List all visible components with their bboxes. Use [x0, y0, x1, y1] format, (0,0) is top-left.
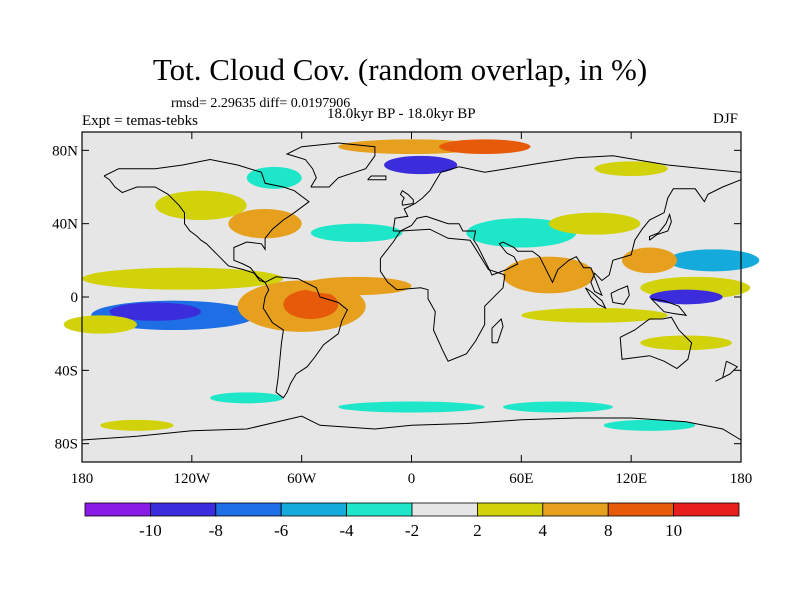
x-tick-label-2: 60W — [287, 471, 317, 487]
anomaly-blob-25 — [603, 419, 696, 431]
y-tick-label-2: 0 — [71, 290, 79, 306]
coastline-japan — [649, 212, 672, 241]
colorbar-label-1: -8 — [209, 521, 223, 540]
anomaly-blob-28 — [594, 161, 668, 177]
coastline-africa — [379, 228, 506, 362]
x-axis: 180 120W 60W 0 60E 120E 180 — [71, 132, 753, 487]
anomaly-blob-20 — [521, 308, 668, 323]
colorbar-label-8: 10 — [665, 521, 682, 540]
coastline-antarctica — [81, 415, 742, 441]
coastline-south-america — [262, 276, 349, 399]
colorbar-label-0: -10 — [139, 521, 162, 540]
colorbar-box-8 — [607, 502, 675, 517]
colorbar-box-7 — [542, 502, 609, 517]
anomaly-blob-19 — [63, 315, 137, 334]
colorbar-box-6 — [476, 502, 544, 517]
colorbar-box-3 — [280, 502, 348, 517]
anomaly-blob-1 — [109, 302, 201, 321]
anomaly-blob-16 — [667, 249, 760, 272]
anomaly-blob-7 — [228, 209, 302, 239]
anomaly-blob-6 — [155, 190, 247, 220]
anomaly-blob-17 — [649, 289, 723, 305]
x-tick-label-3: 0 — [408, 471, 416, 487]
y-tick-label-3: 40S — [55, 363, 78, 379]
anomaly-blob-21 — [640, 335, 732, 351]
stats-line: rmsd= 2.29635 diff= 0.0197906 — [171, 96, 351, 111]
colorbar-label-6: 4 — [539, 521, 548, 540]
y-tick-label-1: 40N — [52, 217, 78, 233]
anomaly-blob-4 — [82, 267, 284, 290]
colorbar-box-0 — [84, 502, 151, 517]
colorbar-label-7: 8 — [604, 521, 613, 540]
coastline-iceland — [367, 175, 387, 181]
coastline-sumatra — [584, 287, 607, 310]
coastline-new-guinea — [650, 298, 688, 316]
colorbar-box-1 — [149, 502, 217, 517]
colorbar-box-4 — [346, 502, 413, 517]
anomaly-blob-23 — [338, 401, 485, 413]
coastline-new-zealand — [715, 360, 739, 382]
anomaly-blob-27 — [310, 223, 403, 242]
anomaly-blob-3 — [283, 289, 339, 320]
figure-title: Tot. Cloud Cov. (random overlap, in %) — [152, 52, 648, 87]
y-tick-label-0: 80N — [52, 143, 78, 159]
anomaly-blob-26 — [100, 419, 174, 431]
anomaly-blob-5 — [301, 276, 412, 296]
colorbar-box-5 — [411, 502, 478, 517]
coastline-madagascar — [491, 318, 504, 344]
coastline-eurasia — [392, 155, 742, 297]
coastline-australia — [619, 316, 693, 370]
anomaly-blob-9 — [384, 155, 458, 175]
colorbar-label-5: 2 — [473, 521, 482, 540]
period-label: 18.0kyr BP - 18.0kyr BP — [327, 106, 476, 122]
coastline-north-america — [103, 158, 310, 283]
anomaly-blob-11 — [438, 139, 531, 155]
coastlines — [81, 142, 742, 441]
anomaly-blob-24 — [503, 401, 613, 413]
y-tick-label-4: 80S — [55, 437, 78, 453]
x-tick-label-6: 180 — [730, 471, 753, 487]
coastline-borneo — [610, 285, 630, 305]
anomaly-blob-12 — [466, 218, 577, 248]
x-tick-label-0: 180 — [71, 471, 94, 487]
colorbar-label-3: -4 — [340, 521, 355, 540]
anomaly-blob-18 — [622, 247, 677, 274]
colorbar-box-9 — [673, 502, 740, 517]
x-tick-label-5: 120E — [615, 471, 647, 487]
x-tick-label-1: 120W — [173, 471, 211, 487]
y-axis: 80N 40N 0 40S 80S — [52, 143, 741, 453]
colorbar-box-2 — [215, 502, 282, 517]
season-label: DJF — [712, 111, 738, 127]
anomaly-contours — [63, 139, 760, 431]
anomaly-blob-22 — [210, 392, 284, 404]
coastline-greenland — [285, 142, 376, 188]
experiment-label: Expt = temas-tebks — [82, 113, 198, 129]
coastline-uk — [399, 189, 414, 206]
x-tick-label-4: 60E — [509, 471, 533, 487]
anomaly-blob-13 — [548, 212, 641, 235]
colorbar-label-4: -2 — [405, 521, 419, 540]
colorbar-label-2: -6 — [274, 521, 288, 540]
colorbar: -10 -8 -6 -4 -2 2 4 8 10 — [84, 502, 740, 540]
